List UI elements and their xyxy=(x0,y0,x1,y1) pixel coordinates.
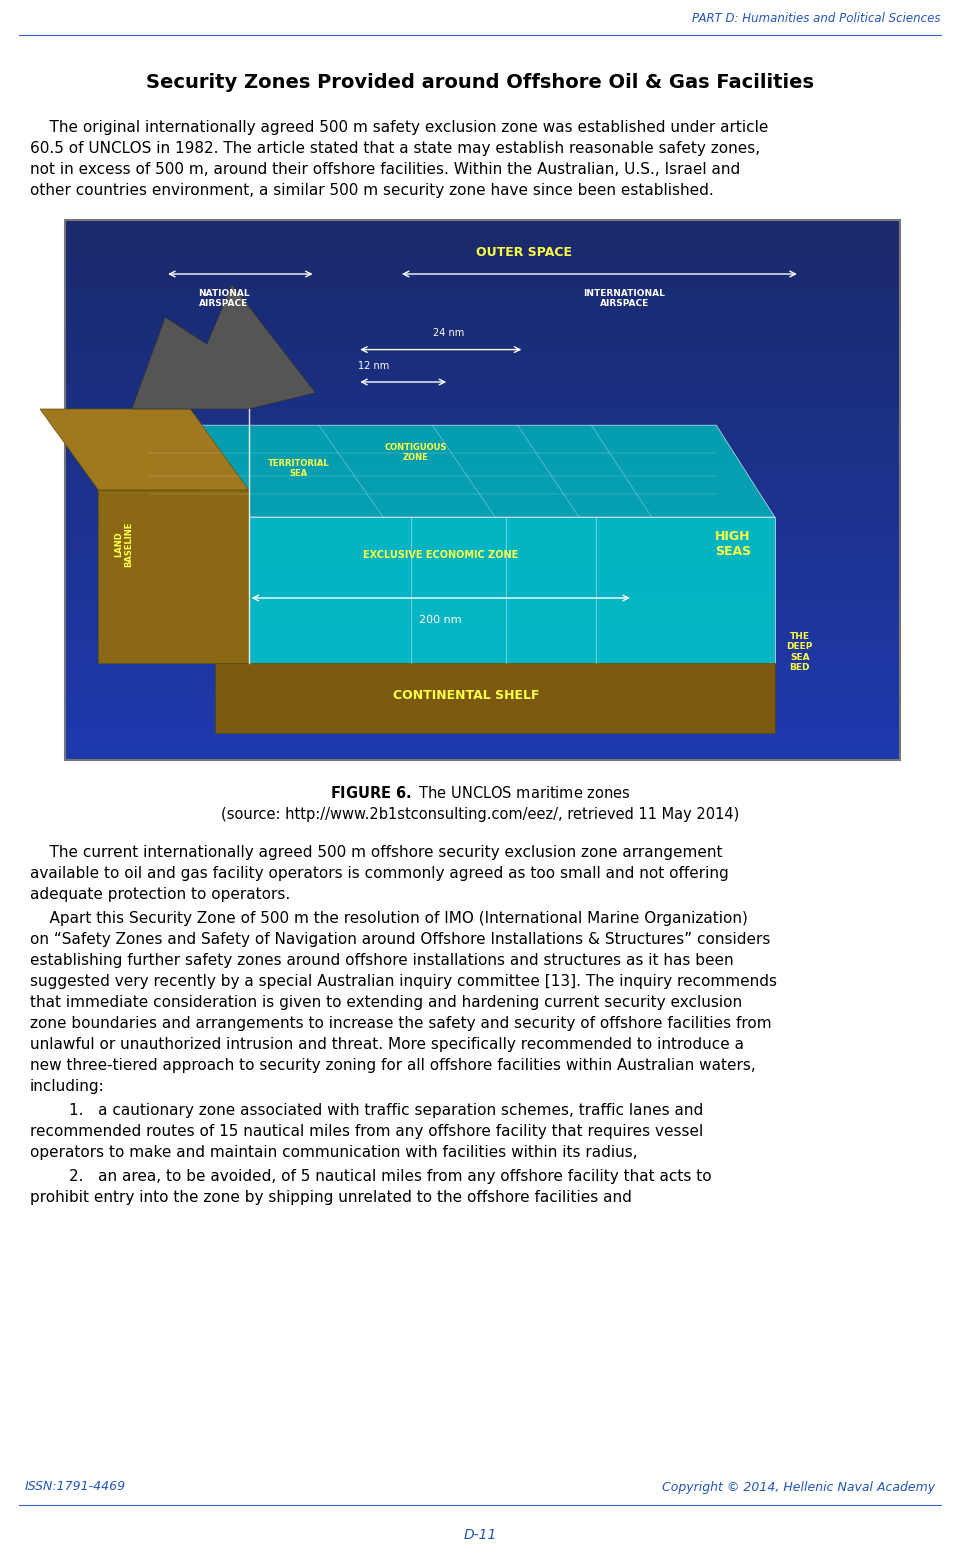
Text: OUTER SPACE: OUTER SPACE xyxy=(476,246,572,259)
Text: INTERNATIONAL
AIRSPACE: INTERNATIONAL AIRSPACE xyxy=(584,289,665,307)
Text: including:: including: xyxy=(30,1080,105,1094)
Text: suggested very recently by a special Australian inquiry committee [13]. The inqu: suggested very recently by a special Aus… xyxy=(30,973,777,989)
Bar xyxy=(65,679,900,693)
Text: zone boundaries and arrangements to increase the safety and security of offshore: zone boundaries and arrangements to incr… xyxy=(30,1016,772,1031)
Polygon shape xyxy=(132,285,316,409)
Bar xyxy=(65,261,900,275)
Bar xyxy=(65,220,900,760)
Bar xyxy=(65,423,900,435)
Text: PART D: Humanities and Political Sciences: PART D: Humanities and Political Science… xyxy=(691,11,940,25)
Text: D-11: D-11 xyxy=(464,1527,496,1541)
Text: THE
DEEP
SEA
BED: THE DEEP SEA BED xyxy=(786,632,813,672)
Bar xyxy=(65,530,900,544)
Text: Apart this Security Zone of 500 m the resolution of IMO (International Marine Or: Apart this Security Zone of 500 m the re… xyxy=(30,911,748,927)
Text: The current internationally agreed 500 m offshore security exclusion zone arrang: The current internationally agreed 500 m… xyxy=(30,846,723,860)
Bar xyxy=(65,301,900,315)
Bar xyxy=(65,287,900,301)
Polygon shape xyxy=(40,409,249,490)
Bar xyxy=(65,557,900,571)
Text: prohibit entry into the zone by shipping unrelated to the offshore facilities an: prohibit entry into the zone by shipping… xyxy=(30,1190,632,1204)
Text: Copyright © 2014, Hellenic Naval Academy: Copyright © 2014, Hellenic Naval Academy xyxy=(661,1480,935,1493)
Text: 2.   an area, to be avoided, of 5 nautical miles from any offshore facility that: 2. an area, to be avoided, of 5 nautical… xyxy=(30,1168,711,1184)
Text: LAND
BASELINE: LAND BASELINE xyxy=(113,521,133,566)
Bar xyxy=(65,719,900,733)
Text: EXCLUSIVE ECONOMIC ZONE: EXCLUSIVE ECONOMIC ZONE xyxy=(363,549,518,560)
Polygon shape xyxy=(99,490,249,663)
Bar xyxy=(65,382,900,396)
Text: 12 nm: 12 nm xyxy=(358,360,390,371)
Polygon shape xyxy=(149,426,775,516)
Text: operators to make and maintain communication with facilities within its radius,: operators to make and maintain communica… xyxy=(30,1145,637,1161)
Bar xyxy=(65,612,900,626)
Bar xyxy=(65,449,900,463)
Bar xyxy=(65,626,900,638)
Bar xyxy=(65,435,900,449)
Bar xyxy=(65,638,900,652)
Polygon shape xyxy=(215,663,775,733)
Text: that immediate consideration is given to extending and hardening current securit: that immediate consideration is given to… xyxy=(30,995,742,1009)
Bar xyxy=(65,707,900,719)
Text: recommended routes of 15 nautical miles from any offshore facility that requires: recommended routes of 15 nautical miles … xyxy=(30,1125,704,1139)
Text: available to oil and gas facility operators is commonly agreed as too small and : available to oil and gas facility operat… xyxy=(30,866,729,881)
Bar xyxy=(65,356,900,368)
Text: 24 nm: 24 nm xyxy=(434,329,465,339)
Text: unlawful or unauthorized intrusion and threat. More specifically recommended to : unlawful or unauthorized intrusion and t… xyxy=(30,1037,744,1051)
Text: CONTIGUOUS
ZONE: CONTIGUOUS ZONE xyxy=(385,443,447,462)
Text: other countries environment, a similar 500 m security zone have since been estab: other countries environment, a similar 5… xyxy=(30,183,713,198)
Bar xyxy=(65,315,900,328)
Bar xyxy=(65,368,900,382)
Bar xyxy=(65,544,900,557)
Bar xyxy=(65,396,900,409)
Text: 200 nm: 200 nm xyxy=(420,615,462,624)
Text: NATIONAL
AIRSPACE: NATIONAL AIRSPACE xyxy=(198,289,250,307)
Bar xyxy=(65,246,900,261)
Bar xyxy=(65,328,900,342)
Text: ISSN:1791-4469: ISSN:1791-4469 xyxy=(25,1480,126,1493)
Bar xyxy=(65,504,900,516)
Text: not in excess of 500 m, around their offshore facilities. Within the Australian,: not in excess of 500 m, around their off… xyxy=(30,162,740,176)
Bar xyxy=(65,275,900,287)
Text: 1.   a cautionary zone associated with traffic separation schemes, traffic lanes: 1. a cautionary zone associated with tra… xyxy=(30,1103,704,1119)
Bar xyxy=(65,516,900,530)
Bar xyxy=(65,693,900,707)
Bar xyxy=(65,220,900,234)
Text: TERRITORIAL
SEA: TERRITORIAL SEA xyxy=(268,459,329,477)
Bar xyxy=(65,747,900,760)
Bar xyxy=(65,585,900,597)
Bar xyxy=(65,409,900,423)
Text: $\bf{FIGURE\ 6.}$ The UNCLOS maritime zones: $\bf{FIGURE\ 6.}$ The UNCLOS maritime zo… xyxy=(329,785,631,800)
Text: Security Zones Provided around Offshore Oil & Gas Facilities: Security Zones Provided around Offshore … xyxy=(146,72,814,92)
Bar xyxy=(65,571,900,585)
Text: HIGH
SEAS: HIGH SEAS xyxy=(715,530,751,558)
Bar xyxy=(65,733,900,747)
Text: (source: http://www.2b1stconsulting.com/eez/, retrieved 11 May 2014): (source: http://www.2b1stconsulting.com/… xyxy=(221,807,739,822)
Polygon shape xyxy=(215,516,775,663)
Bar xyxy=(65,463,900,476)
Bar xyxy=(65,234,900,246)
Bar xyxy=(65,597,900,612)
Text: new three-tiered approach to security zoning for all offshore facilities within : new three-tiered approach to security zo… xyxy=(30,1058,756,1073)
Bar xyxy=(65,666,900,679)
Text: on “Safety Zones and Safety of Navigation around Offshore Installations & Struct: on “Safety Zones and Safety of Navigatio… xyxy=(30,931,770,947)
Bar xyxy=(65,476,900,490)
Text: CONTINENTAL SHELF: CONTINENTAL SHELF xyxy=(393,688,540,702)
Bar xyxy=(65,490,900,504)
Text: The original internationally agreed 500 m safety exclusion zone was established : The original internationally agreed 500 … xyxy=(30,120,768,136)
Bar xyxy=(65,342,900,356)
Text: establishing further safety zones around offshore installations and structures a: establishing further safety zones around… xyxy=(30,953,733,969)
Text: adequate protection to operators.: adequate protection to operators. xyxy=(30,888,290,902)
Bar xyxy=(65,652,900,666)
Text: 60.5 of UNCLOS in 1982. The article stated that a state may establish reasonable: 60.5 of UNCLOS in 1982. The article stat… xyxy=(30,140,760,156)
